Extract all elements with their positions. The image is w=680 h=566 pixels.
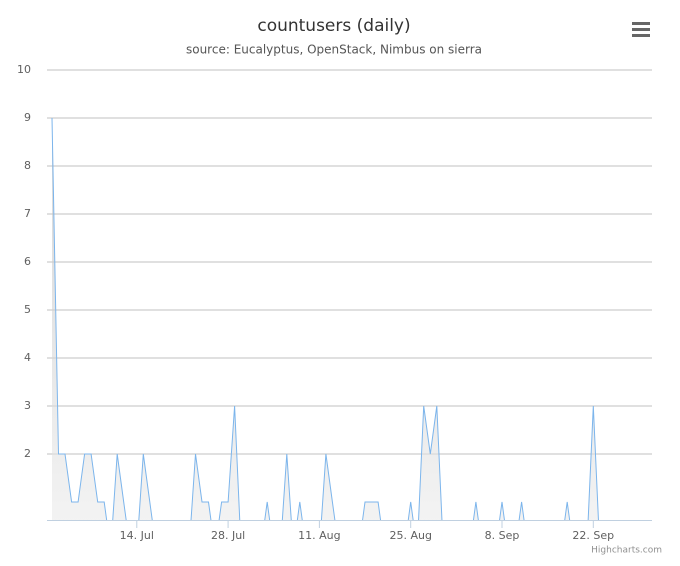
x-tick-label: 25. Aug bbox=[389, 529, 431, 542]
y-tick-label: 9 bbox=[24, 111, 31, 124]
chart-subtitle: source: Eucalyptus, OpenStack, Nimbus on… bbox=[186, 43, 482, 57]
y-tick-label: 8 bbox=[24, 159, 31, 172]
menu-button[interactable] bbox=[632, 22, 650, 37]
area-fill bbox=[52, 118, 652, 520]
x-tick-label: 8. Sep bbox=[485, 529, 520, 542]
y-tick-label: 10 bbox=[17, 63, 31, 76]
series bbox=[51, 117, 652, 520]
x-tick-label: 11. Aug bbox=[298, 529, 340, 542]
x-tick-label: 28. Jul bbox=[211, 529, 245, 542]
y-tick-label: 7 bbox=[24, 207, 31, 220]
credits[interactable]: Highcharts.com bbox=[591, 546, 662, 556]
line bbox=[51, 117, 599, 520]
y-tick-label: 6 bbox=[24, 255, 31, 268]
y-tick-label: 4 bbox=[24, 351, 31, 364]
y-tick-label: 5 bbox=[24, 303, 31, 316]
y-tick-label: 2 bbox=[24, 447, 31, 460]
x-tick-label: 22. Sep bbox=[572, 529, 614, 542]
chart-title: countusers (daily) bbox=[257, 16, 410, 36]
y-tick-label: 3 bbox=[24, 399, 31, 412]
x-tick-label: 14. Jul bbox=[120, 529, 154, 542]
